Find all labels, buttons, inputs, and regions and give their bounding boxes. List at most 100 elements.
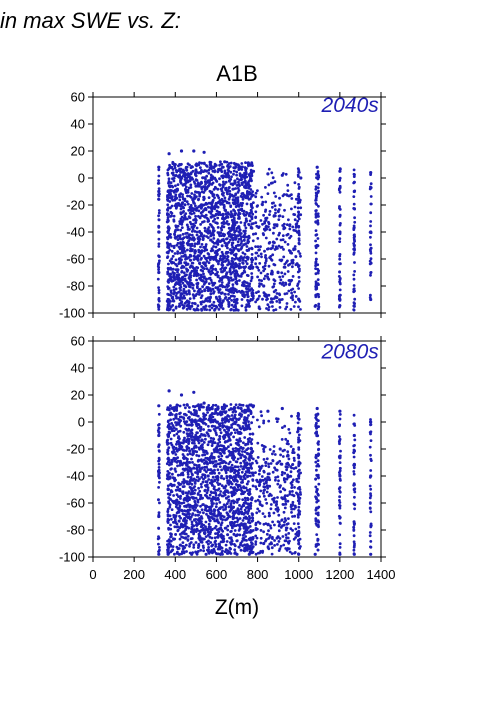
scatter-point-cloud: [213, 536, 217, 540]
scatter-point-cloud: [198, 535, 202, 538]
scatter-point-cloud: [168, 540, 172, 543]
scatter-point-cloud: [186, 188, 190, 192]
scatter-point-cloud: [178, 404, 182, 408]
scatter-point-cloud: [219, 444, 223, 447]
scatter-point-cloud: [291, 258, 295, 262]
scatter-point-cloud: [169, 181, 173, 185]
scatter-point-cloud: [227, 186, 231, 190]
scatter-point-cloud: [223, 241, 227, 245]
scatter-point-cloud: [230, 175, 233, 179]
scatter-point-cloud: [158, 255, 161, 259]
scatter-point-cloud: [156, 264, 160, 268]
scatter-point-cloud: [157, 513, 161, 517]
scatter-point-cloud: [241, 165, 244, 169]
scatter-point-cloud: [272, 511, 276, 515]
scatter-point-cloud: [259, 529, 263, 532]
scatter-point-cloud: [250, 272, 254, 275]
scatter-point-cloud: [250, 172, 254, 176]
scatter-point-cloud: [201, 480, 205, 484]
scatter-point-cloud: [240, 304, 244, 308]
scatter-point-cloud: [167, 500, 171, 504]
scatter-point-cloud: [258, 262, 262, 265]
scatter-point-cloud: [258, 248, 261, 252]
scatter-point-cloud: [220, 224, 224, 228]
scatter-point-cloud: [157, 198, 161, 201]
scatter-point-cloud: [262, 491, 265, 495]
scatter-point-cloud: [188, 449, 192, 453]
scatter-point-cloud: [338, 516, 342, 519]
scatter-point-cloud: [265, 457, 269, 461]
scatter-point-cloud: [190, 281, 193, 285]
scatter-point-cloud: [352, 252, 356, 256]
scatter-point-cloud: [352, 202, 356, 206]
scatter-point-cloud: [317, 464, 321, 468]
scatter-point-cloud: [233, 233, 237, 237]
scatter-point-cloud: [249, 507, 253, 510]
scatter-point-cloud: [317, 440, 320, 443]
scatter-point-cloud: [195, 278, 199, 282]
scatter-point-cloud: [229, 182, 233, 186]
scatter-point-cloud: [188, 274, 192, 278]
scatter-point-cloud: [198, 291, 202, 294]
scatter-point-cloud: [157, 211, 161, 215]
scatter-point-cloud: [338, 454, 342, 458]
scatter-point-cloud: [258, 483, 262, 486]
scatter-point-cloud: [157, 542, 160, 546]
scatter-point-cloud: [182, 485, 186, 488]
scatter-point-cloud: [244, 161, 247, 165]
scatter-point-cloud: [283, 539, 287, 543]
scatter-point-cloud: [230, 241, 234, 245]
scatter-point-cloud: [241, 425, 245, 428]
scatter-point-cloud: [220, 468, 224, 472]
scatter-point-cloud: [238, 279, 241, 282]
scatter-point-cloud: [176, 268, 180, 272]
scatter-point-cloud: [216, 170, 220, 174]
scatter-point-cloud: [247, 248, 251, 252]
scatter-point-cloud: [215, 445, 219, 448]
scatter-point-cloud: [194, 506, 198, 509]
scatter-point-cloud: [227, 301, 231, 305]
scatter-point-cloud: [194, 496, 198, 500]
scatter-point-cloud: [226, 259, 230, 262]
scatter-point-cloud: [353, 483, 356, 487]
scatter-point-cloud: [315, 287, 319, 291]
scatter-point-cloud: [216, 216, 220, 220]
scatter-point-cloud: [230, 423, 234, 427]
scatter-point-cloud: [315, 468, 318, 472]
scatter-point-cloud: [243, 450, 247, 453]
scatter-point-cloud: [216, 468, 220, 472]
scatter-point-cloud: [182, 518, 186, 521]
scatter-point-cloud: [228, 279, 231, 282]
scatter-point-cloud: [222, 515, 226, 519]
scatter-point-cloud: [205, 230, 209, 234]
scatter-point-cloud: [236, 186, 240, 190]
scatter-point-cloud: [291, 298, 295, 302]
scatter-point-cloud: [230, 524, 234, 528]
scatter-point-cloud: [177, 202, 181, 205]
scatter-point-cloud: [181, 448, 185, 452]
scatter-point-cloud: [256, 441, 260, 445]
scatter-point-cloud: [252, 222, 255, 225]
scatter-point-cloud: [210, 178, 214, 182]
scatter-point-cloud: [174, 206, 178, 210]
scatter-point-cloud: [227, 226, 231, 230]
scatter-point-cloud: [173, 500, 177, 504]
scatter-point-cloud: [170, 279, 174, 283]
scatter-point-cloud: [167, 302, 171, 306]
scatter-point-cloud: [180, 226, 184, 230]
scatter-point-cloud: [353, 507, 356, 511]
scatter-point-cloud: [173, 198, 177, 202]
scatter-point-cloud: [157, 230, 161, 234]
scatter-point-cloud: [284, 437, 288, 441]
scatter-point-cloud: [294, 466, 298, 470]
scatter-point-cloud: [297, 224, 301, 228]
scatter-point-cloud: [296, 201, 300, 205]
scatter-point-cloud: [230, 426, 234, 429]
scatter-point-cloud: [247, 284, 251, 288]
scatter-point-cloud: [208, 289, 211, 292]
scatter-point-cloud: [185, 200, 189, 204]
scatter-point-cloud: [207, 546, 211, 549]
scatter-point-cloud: [219, 201, 223, 205]
scatter-point-cloud: [265, 532, 269, 536]
